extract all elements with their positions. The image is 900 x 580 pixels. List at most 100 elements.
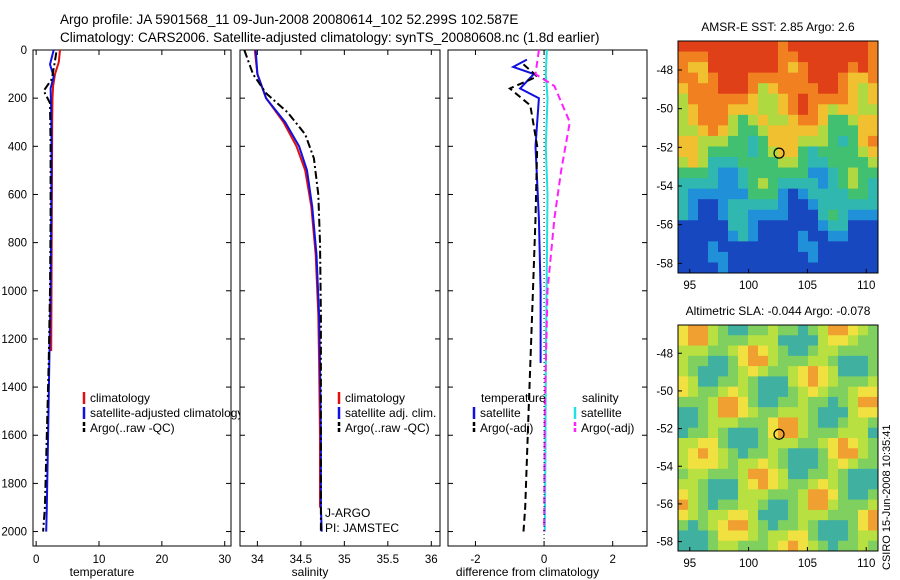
sla-map-cell [858, 499, 869, 511]
sla-map-cell [758, 325, 769, 336]
sla-map-cell [798, 540, 809, 551]
sst-map-cell [748, 72, 759, 84]
sla-map-cell [858, 438, 869, 449]
sst-map-cell [778, 199, 789, 211]
sla-map-cell [838, 417, 849, 429]
sla-map-cell [748, 376, 759, 388]
sla-map-cell [698, 540, 709, 551]
sst-map-cell [768, 104, 779, 116]
sst-map-cell [858, 251, 869, 264]
sst-map-cell [788, 220, 799, 232]
sst-map-cell [698, 220, 709, 232]
sla-map-cell [858, 407, 869, 419]
sst-map-cell [818, 146, 829, 158]
depth-tick-label: 400 [8, 141, 27, 153]
temperature-profile-xtick-label: 0 [33, 554, 39, 566]
sst-map-cell [828, 262, 839, 273]
sla-map-cell [808, 458, 819, 470]
sst-map-cell [798, 209, 809, 221]
sla-map-cell [698, 499, 709, 511]
sla-map-cell [778, 530, 789, 542]
sst-map-cell [748, 93, 759, 105]
sla-map-cell [728, 386, 739, 398]
sla-map-cell [848, 355, 859, 367]
sla-map-cell [698, 468, 709, 480]
sst-map-cell [688, 188, 699, 200]
sst-map-cell [848, 125, 859, 137]
sst-map-cell [868, 114, 878, 126]
sla-map-cell [798, 468, 809, 480]
sst-map-cell [698, 114, 709, 126]
sla-map-cell [678, 540, 689, 551]
sla-map-cell [818, 530, 829, 542]
sst-map-cell [838, 114, 849, 126]
sla-map-cell [838, 355, 849, 367]
salinity-profile-xtick-label: 35.5 [377, 554, 399, 566]
sst-map-cell [828, 51, 839, 63]
sst-map-cell [838, 72, 849, 84]
sla-map-cell [768, 520, 779, 532]
sla-map-cell [788, 489, 799, 501]
sla-map-cell [768, 438, 779, 449]
sla-map-cell [778, 366, 789, 377]
sst-map-cell [768, 157, 779, 169]
sla-map-cell [688, 376, 699, 388]
sst-map-cell [678, 83, 689, 95]
sst-map-cell [868, 125, 878, 137]
sla-map-cell [758, 530, 769, 542]
sla-map-cell [758, 386, 769, 398]
diff-temperature-legend-label: Argo(-adj) [480, 421, 533, 435]
sst-map-cell [788, 241, 799, 253]
sla-map-cell [848, 396, 859, 408]
difference-profile-xlabel: difference from climatology [456, 565, 599, 579]
sla-map-cell [858, 335, 869, 347]
sst-map-cell [858, 114, 869, 126]
sla-map-cell [798, 366, 809, 377]
sla-map-cell [848, 345, 859, 357]
sst-map-cell [828, 241, 839, 253]
sla-map-xtick-label: 95 [683, 558, 696, 570]
sla-map-cell [788, 407, 799, 419]
sst-map-cell [728, 262, 739, 273]
sla-map-cell [838, 386, 849, 398]
sst-map-cell [868, 167, 878, 179]
sst-map-cell [858, 93, 869, 105]
sla-map-cell [828, 438, 839, 449]
sst-map-cell [738, 241, 749, 253]
sst-map-cell [788, 125, 799, 137]
sla-map-cell [838, 376, 849, 388]
salinity-panel: 34 34.5 35 35.5 36 salinity climatologysatelli… [239, 49, 441, 579]
float-pi-label: PI: JAMSTEC [325, 521, 399, 535]
sla-map-cell [788, 345, 799, 357]
sla-map-cell [838, 489, 849, 501]
sst-map-cell [708, 125, 719, 137]
sla-map-cell [708, 479, 719, 490]
sst-map-cell [788, 41, 799, 53]
sla-map-cell [818, 386, 829, 398]
sla-map-cell [728, 438, 739, 449]
sla-map-cell [748, 438, 759, 449]
sla-map-cell [728, 376, 739, 388]
sla-map-cell [788, 366, 799, 377]
sst-map-cell [738, 125, 749, 137]
sla-map-cell [818, 509, 829, 521]
sst-map-cell [718, 62, 729, 74]
sst-map-cell [828, 209, 839, 221]
sst-map-cell [818, 188, 829, 200]
sla-map-cell [728, 345, 739, 357]
sst-map-cell [728, 135, 739, 148]
sst-map-cell [728, 199, 739, 211]
sst-map-cell [688, 146, 699, 158]
sst-map-cell [708, 51, 719, 63]
sla-map-ytick-label: -58 [656, 537, 673, 549]
sst-map-cell [778, 262, 789, 273]
sla-map-cell [828, 530, 839, 542]
diff-salinity-legend-label: Argo(-adj) [581, 421, 634, 435]
sla-map-cell [778, 376, 789, 388]
sla-map-cell [848, 417, 859, 429]
sla-map-cell [718, 325, 729, 336]
sla-map-cell [688, 530, 699, 542]
sst-map-cell [708, 62, 719, 74]
sla-map-cell [798, 479, 809, 490]
sla-map-cell [688, 366, 699, 377]
